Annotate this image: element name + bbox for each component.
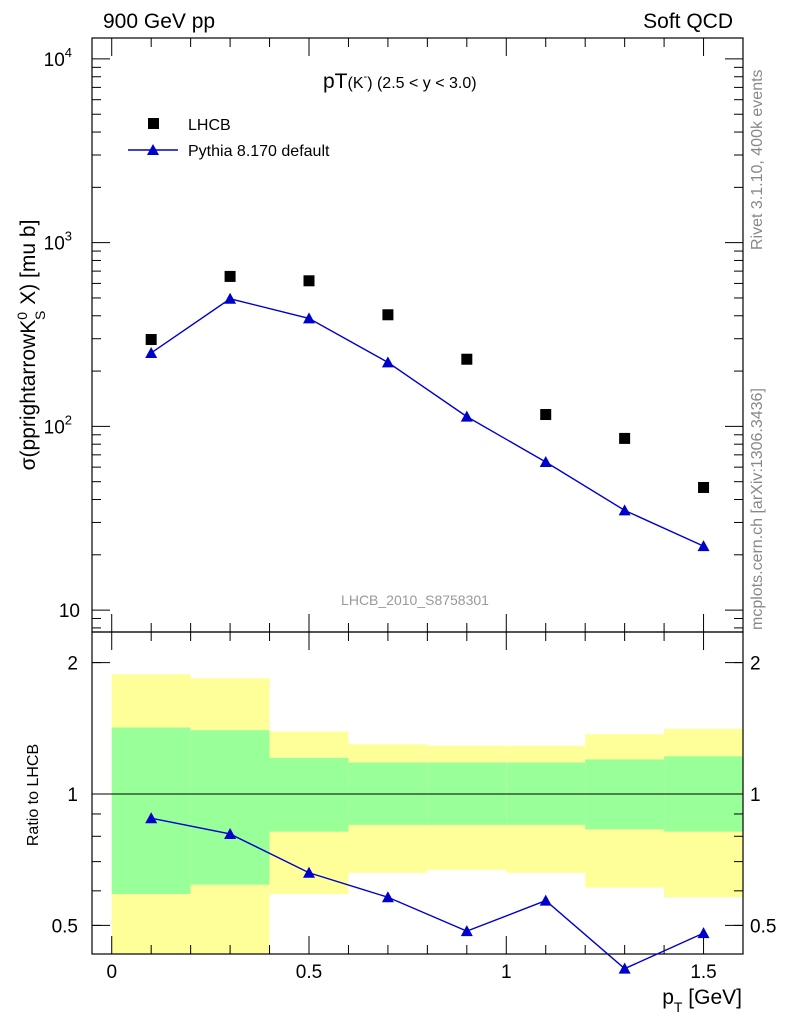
x-axis-label: pT [GeV]	[662, 986, 742, 1015]
x-tick-label: 0.5	[296, 962, 322, 983]
ratio-y-tick-label-left: 0.5	[52, 916, 78, 937]
x-tick-label: 1.5	[690, 962, 716, 983]
mc-marker	[381, 356, 394, 368]
mc-marker	[460, 410, 473, 422]
ratio-mc-marker	[618, 962, 631, 974]
y-tick-label: 103	[44, 229, 72, 255]
legend-marker-data	[148, 118, 159, 129]
y-tick-label: 10	[59, 601, 80, 622]
main-panel: 10 102 103 104 pT(K-) (2.5 < y < 3.0) LHCB_…	[14, 37, 744, 633]
plot-title: pT(K-) (2.5 < y < 3.0)	[323, 70, 477, 93]
x-tick-label: 0	[106, 962, 117, 983]
source-label: mcplots.cern.ch [arXiv:1306.3436]	[749, 388, 766, 630]
mc-marker	[697, 540, 710, 552]
ratio-mc-line	[151, 817, 704, 970]
ratio-mc-marker	[224, 827, 237, 839]
ratio-y-tick-label-right: 2	[750, 654, 761, 675]
ratio-mc-marker	[539, 894, 552, 906]
data-marker	[145, 334, 157, 346]
ratio-frame	[91, 631, 744, 955]
header-left: 900 GeV pp	[103, 10, 215, 33]
ratio-mc-marker	[381, 891, 394, 903]
legend-label-mc: Pythia 8.170 default	[188, 143, 330, 160]
legend-marker-mc	[147, 144, 159, 155]
data-marker	[224, 270, 236, 282]
ratio-y-tick-label-left: 2	[67, 654, 78, 675]
mc-marker	[145, 346, 158, 358]
data-marker	[303, 275, 315, 287]
rivet-version-label: Rivet 3.1.10, 400k events	[749, 69, 766, 250]
ratio-band-inner	[269, 757, 349, 832]
ratio-y-tick-label-right: 0.5	[750, 916, 776, 937]
ratio-mc-marker	[697, 927, 710, 939]
legend-label-data: LHCB	[188, 117, 231, 134]
data-marker	[619, 432, 631, 444]
ratio-y-tick-label-right: 1	[750, 785, 761, 806]
y-tick-label: 104	[44, 45, 72, 71]
ratio-y-axis-label: Ratio to LHCB	[25, 744, 42, 846]
x-tick-label: 1	[501, 962, 512, 983]
header-right: Soft QCD	[643, 10, 733, 33]
mc-marker	[224, 292, 237, 304]
y-tick-label: 102	[44, 412, 72, 438]
ratio-y-tick-label-left: 1	[67, 785, 78, 806]
ratio-mc-marker	[303, 866, 315, 878]
data-marker	[698, 481, 710, 493]
main-y-axis-label: σ(pprightarrowK0 S X) [mu b]	[14, 220, 48, 471]
mc-marker	[618, 504, 631, 516]
mc-marker	[303, 312, 315, 324]
ratio-mc-marker	[460, 925, 473, 937]
legend: LHCB Pythia 8.170 default	[128, 117, 330, 160]
ratio-mc-marker	[145, 812, 158, 824]
analysis-id-label: LHCB_2010_S8758301	[341, 592, 489, 608]
ratio-band-inner	[190, 730, 270, 885]
data-marker	[382, 309, 394, 321]
mc-line	[150, 298, 704, 547]
mc-marker	[539, 455, 552, 467]
data-marker	[461, 353, 473, 365]
data-marker	[540, 409, 552, 421]
ratio-panel: 2 2 1 1 0.5 0.5 Ratio to LHCB	[25, 631, 776, 974]
ratio-band-inner	[111, 727, 191, 895]
